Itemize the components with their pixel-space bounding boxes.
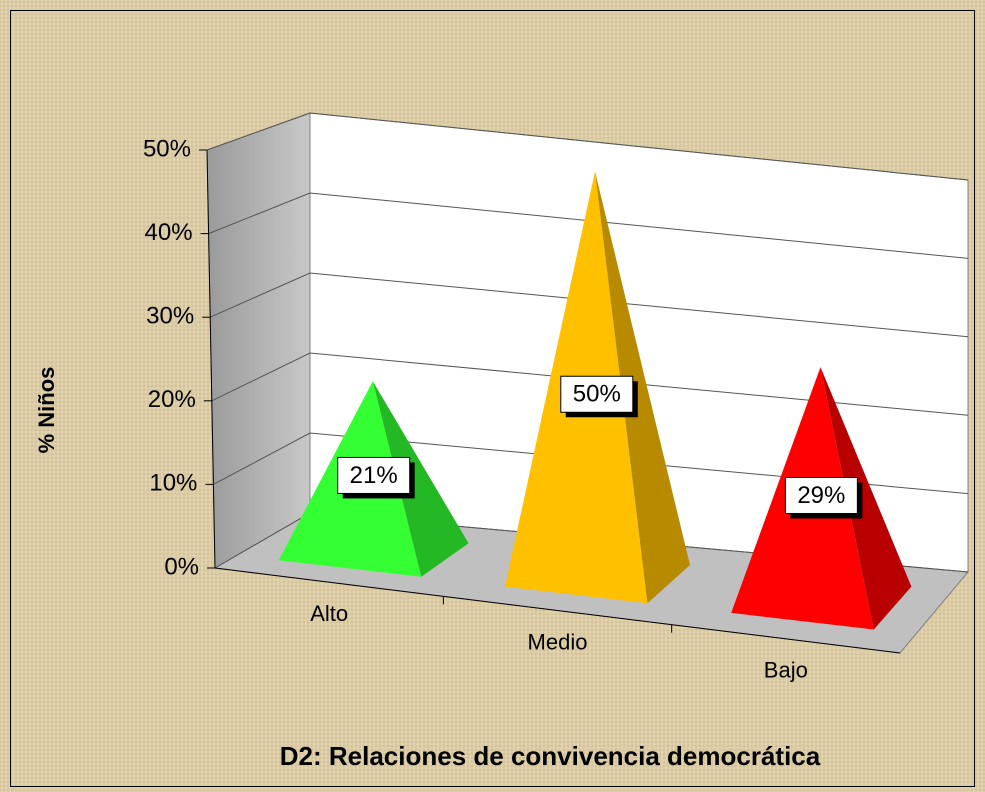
y-axis-label: % Niños: [34, 367, 59, 454]
y-tick-label: 50%: [143, 135, 191, 162]
chart-border: [10, 10, 975, 787]
label-box: [560, 375, 634, 413]
data-label: 29%: [797, 482, 845, 509]
grid-line: [208, 192, 969, 259]
grid-line: [213, 432, 969, 495]
label-box: [784, 476, 858, 514]
y-axis: [206, 149, 216, 569]
chart-title: D2: Relaciones de convivencia democrátic…: [280, 741, 821, 771]
x-tick-label: Medio: [528, 629, 588, 654]
data-label: 50%: [573, 381, 621, 408]
x-tick-label: Alto: [310, 601, 348, 626]
y-tick-label: 20%: [148, 386, 196, 413]
y-tick-label: 10%: [149, 470, 197, 497]
left-wall: [206, 112, 311, 569]
grid-line: [211, 352, 969, 416]
data-label: 21%: [350, 462, 398, 489]
pyramid-side: [372, 381, 469, 577]
y-tick-label: 40%: [145, 219, 193, 246]
label-box: [337, 456, 411, 494]
x-axis: [214, 567, 901, 654]
grid-line: [206, 112, 969, 181]
y-tick-label: 0%: [164, 553, 199, 580]
grid-line: [209, 272, 969, 338]
pyramid-side: [595, 171, 690, 604]
y-tick-label: 30%: [146, 303, 194, 330]
x-tick-label: Bajo: [764, 658, 808, 683]
pyramid-side: [820, 367, 912, 630]
